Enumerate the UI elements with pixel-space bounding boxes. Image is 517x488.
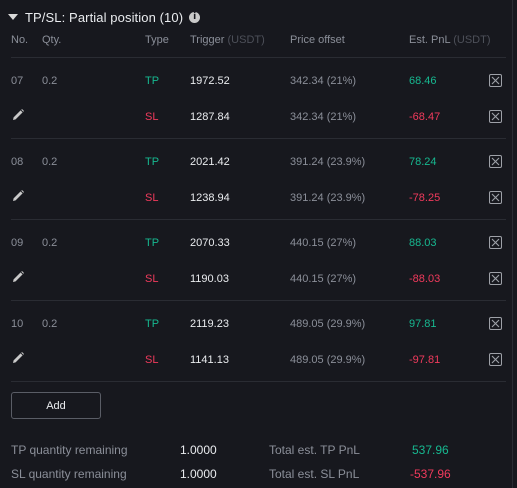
total-tp-pnl-label: Total est. TP PnL (269, 443, 360, 457)
tp-price-offset: 391.24 (23.9%) (290, 156, 366, 168)
order-qty: 0.2 (42, 237, 58, 249)
tp-trigger-price: 2021.42 (190, 156, 230, 168)
remove-tp-button[interactable] (489, 317, 502, 330)
remove-sl-button[interactable] (489, 191, 502, 204)
col-header-trigger-label: Trigger (190, 34, 225, 46)
tp-price-offset: 489.05 (29.9%) (290, 318, 366, 330)
sl-quantity-remaining-label: SL quantity remaining (11, 467, 127, 481)
sl-price-offset: 489.05 (29.9%) (290, 354, 366, 366)
sl-est-pnl: -97.81 (409, 354, 441, 366)
sl-type-label: SL (145, 111, 159, 123)
pencil-icon[interactable] (11, 189, 25, 203)
tp-type-label: TP (145, 156, 160, 168)
col-header-trigger-unit: (USDT) (227, 34, 265, 46)
tp-est-pnl: 88.03 (409, 237, 437, 249)
total-tp-pnl-value: 537.96 (412, 443, 449, 457)
order-qty: 0.2 (42, 75, 58, 87)
tp-trigger-price: 2119.23 (190, 318, 229, 330)
remove-sl-button[interactable] (489, 353, 502, 366)
tp-est-pnl: 97.81 (409, 318, 437, 330)
order-group: 07 0.2 TP 1972.52 342.34 (21%) 68.46 SL … (11, 58, 506, 139)
sl-type-label: SL (145, 354, 159, 366)
row-divider (11, 300, 506, 301)
panel-right-border (512, 0, 513, 488)
col-header-type: Type (145, 34, 169, 46)
remove-tp-button[interactable] (489, 155, 502, 168)
sl-price-offset: 342.34 (21%) (290, 111, 357, 123)
col-header-pnl-label: Est. PnL (409, 34, 451, 46)
sl-est-pnl: -88.03 (409, 273, 441, 285)
pencil-icon[interactable] (11, 108, 25, 122)
sl-trigger-price: 1190.03 (190, 273, 229, 285)
remove-tp-button[interactable] (489, 74, 502, 87)
order-number: 10 (11, 318, 24, 330)
tp-quantity-remaining-value: 1.0000 (180, 443, 217, 457)
col-header-pnl-unit: (USDT) (453, 34, 491, 46)
order-qty: 0.2 (42, 156, 58, 168)
order-number: 07 (11, 75, 24, 87)
col-header-no: No. (11, 34, 29, 46)
tp-trigger-price: 1972.52 (190, 75, 230, 87)
order-group: 08 0.2 TP 2021.42 391.24 (23.9%) 78.24 S… (11, 139, 506, 220)
pencil-icon[interactable] (11, 351, 25, 365)
info-circle-icon[interactable]: i (189, 11, 201, 23)
sl-price-offset: 440.15 (27%) (290, 273, 357, 285)
remove-tp-button[interactable] (489, 236, 502, 249)
table-bottom-divider (11, 381, 506, 382)
order-qty: 0.2 (42, 318, 58, 330)
tp-type-label: TP (145, 75, 160, 87)
col-header-offset: Price offset (290, 34, 345, 46)
caret-down-icon[interactable] (8, 14, 18, 20)
col-header-pnl: Est. PnL (USDT) (409, 34, 491, 46)
tp-price-offset: 440.15 (27%) (290, 237, 357, 249)
total-sl-pnl-value: -537.96 (410, 467, 451, 481)
sl-trigger-price: 1287.84 (190, 111, 230, 123)
sl-est-pnl: -78.25 (409, 192, 441, 204)
tp-est-pnl: 68.46 (409, 75, 437, 87)
col-header-trigger: Trigger (USDT) (190, 34, 265, 46)
col-header-qty: Qty. (42, 34, 62, 46)
sl-price-offset: 391.24 (23.9%) (290, 192, 366, 204)
order-group: 10 0.2 TP 2119.23 489.05 (29.9%) 97.81 S… (11, 301, 506, 381)
order-group: 09 0.2 TP 2070.33 440.15 (27%) 88.03 SL … (11, 220, 506, 301)
sl-type-label: SL (145, 273, 159, 285)
sl-trigger-price: 1238.94 (190, 192, 230, 204)
remove-sl-button[interactable] (489, 272, 502, 285)
table-top-divider (11, 57, 506, 58)
sl-est-pnl: -68.47 (409, 111, 441, 123)
remove-sl-button[interactable] (489, 110, 502, 123)
section-header[interactable]: TP/SL: Partial position (10) i (8, 7, 201, 27)
total-sl-pnl-label: Total est. SL PnL (269, 467, 360, 481)
sl-type-label: SL (145, 192, 159, 204)
order-number: 09 (11, 237, 24, 249)
section-title: TP/SL: Partial position (10) (25, 9, 184, 25)
order-number: 08 (11, 156, 24, 168)
pencil-icon[interactable] (11, 270, 25, 284)
tp-type-label: TP (145, 318, 160, 330)
row-divider (11, 138, 506, 139)
tp-price-offset: 342.34 (21%) (290, 75, 357, 87)
tp-est-pnl: 78.24 (409, 156, 437, 168)
tp-quantity-remaining-label: TP quantity remaining (11, 443, 128, 457)
sl-quantity-remaining-value: 1.0000 (180, 467, 217, 481)
row-divider (11, 219, 506, 220)
add-button[interactable]: Add (11, 392, 101, 419)
tp-trigger-price: 2070.33 (190, 237, 230, 249)
tp-type-label: TP (145, 237, 160, 249)
sl-trigger-price: 1141.13 (190, 354, 229, 366)
